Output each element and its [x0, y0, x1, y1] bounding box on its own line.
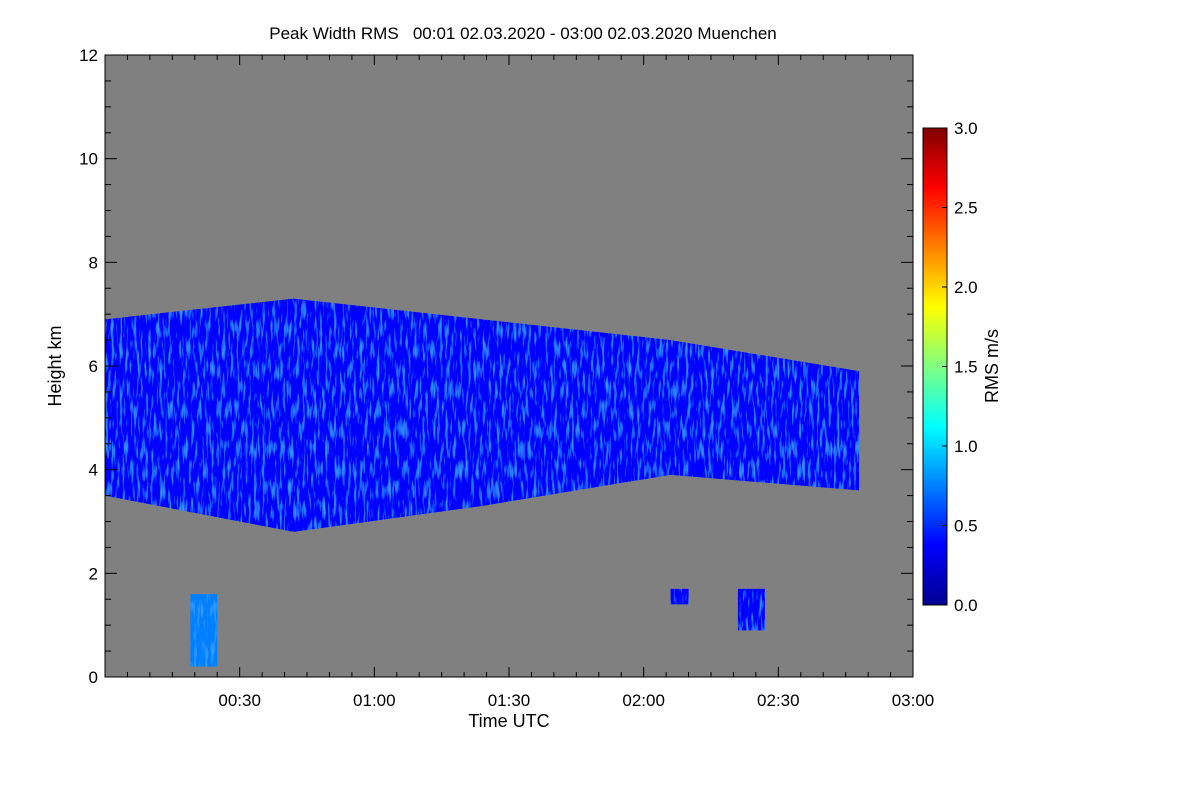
y-axis-label: Height km — [45, 325, 65, 406]
upper-echo-layer — [105, 298, 860, 532]
y-tick-label: 4 — [89, 461, 98, 480]
colorbar-tick-label: 3.0 — [954, 119, 978, 138]
y-tick-label: 8 — [89, 253, 98, 272]
x-tick-label: 00:30 — [218, 691, 261, 710]
colorbar-tick-label: 1.5 — [954, 358, 978, 377]
x-tick-label: 02:00 — [622, 691, 665, 710]
colorbar-tick-label: 0.0 — [954, 596, 978, 615]
colorbar-tick-label: 0.5 — [954, 517, 978, 536]
y-tick-label: 12 — [79, 46, 98, 65]
x-tick-label: 01:00 — [353, 691, 396, 710]
x-tick-label: 01:30 — [488, 691, 531, 710]
colorbar-tick-label: 2.5 — [954, 199, 978, 218]
colorbar-label: RMS m/s — [982, 329, 1002, 403]
y-tick-label: 6 — [89, 357, 98, 376]
y-tick-label: 0 — [89, 668, 98, 687]
low-echo-patch — [670, 588, 689, 605]
x-tick-label: 03:00 — [892, 691, 935, 710]
chart-title: Peak Width RMS 00:01 02.03.2020 - 03:00 … — [269, 24, 777, 43]
colorbar-tick-label: 2.0 — [954, 278, 978, 297]
x-tick-label: 02:30 — [757, 691, 800, 710]
colorbar-tick-label: 1.0 — [954, 437, 978, 456]
x-axis-label: Time UTC — [468, 711, 549, 731]
y-tick-label: 2 — [89, 564, 98, 583]
y-tick-label: 10 — [79, 150, 98, 169]
low-echo-streak — [190, 594, 218, 667]
low-echo-patch — [737, 588, 765, 631]
